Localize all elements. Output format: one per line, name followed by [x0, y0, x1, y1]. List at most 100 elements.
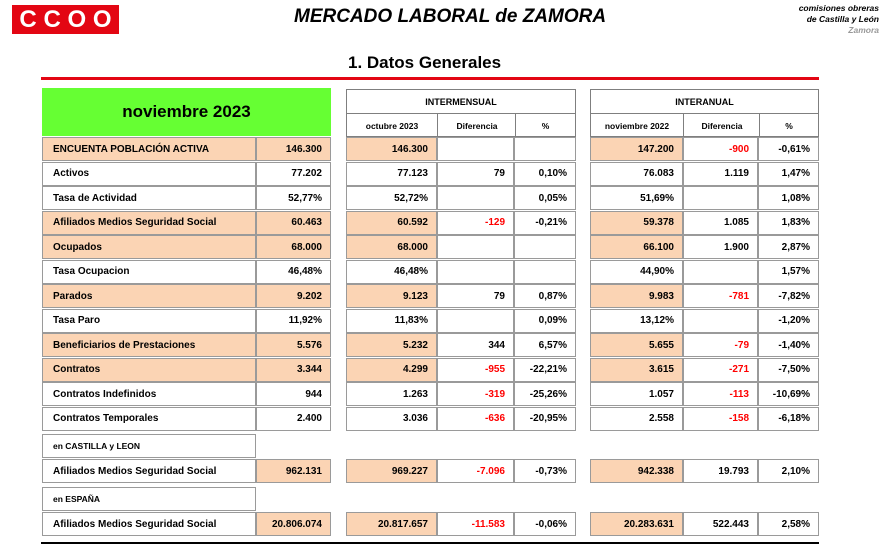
row-y-diff: -158 [683, 406, 758, 431]
row-label: Beneficiarios de Prestaciones [42, 333, 256, 357]
row-y-pct: -10,69% [758, 382, 819, 406]
row-y-diff: -781 [683, 284, 758, 308]
row-m-prev: 3.036 [346, 406, 437, 431]
row-m-pct: -25,26% [514, 382, 576, 406]
row-m-diff [437, 308, 514, 333]
current-month-header: noviembre 2023 [42, 88, 331, 136]
row-y-diff: -900 [683, 137, 758, 161]
row-label: Contratos Indefinidos [42, 382, 256, 406]
row-y-diff [683, 308, 758, 333]
region-value: 20.806.074 [256, 512, 331, 536]
row-y-diff: -113 [683, 382, 758, 406]
row-m-pct: -0,21% [514, 210, 576, 235]
row-label: Activos [42, 161, 256, 186]
row-m-pct: -20,95% [514, 406, 576, 431]
row-m-pct: 0,09% [514, 308, 576, 333]
row-y-pct: -7,82% [758, 284, 819, 308]
row-m-diff: -955 [437, 357, 514, 382]
row-m-diff [437, 186, 514, 210]
row-m-pct [514, 259, 576, 284]
region-y-prev: 942.338 [590, 459, 683, 483]
region-m-pct: -0,73% [514, 459, 576, 483]
logo-c2: C [43, 6, 61, 33]
logo-c1: C [19, 6, 37, 33]
row-y-diff [683, 186, 758, 210]
row-y-diff: 1.900 [683, 235, 758, 259]
interanual-col-diff: Diferencia [683, 114, 760, 138]
row-y-prev: 147.200 [590, 137, 683, 161]
org-line-2: de Castilla y León [806, 14, 879, 24]
row-label: Tasa Paro [42, 308, 256, 333]
intermensual-col-diff: Diferencia [437, 114, 516, 138]
region-m-diff: -11.583 [437, 512, 514, 536]
row-y-diff: -79 [683, 333, 758, 357]
row-value: 5.576 [256, 333, 331, 357]
interanual-col-prev: noviembre 2022 [604, 121, 670, 131]
row-m-pct [514, 235, 576, 259]
row-y-pct: 2,87% [758, 235, 819, 259]
row-y-pct: 1,47% [758, 161, 819, 186]
org-line-3: Zamora [848, 25, 879, 35]
row-value: 3.344 [256, 357, 331, 382]
logo-letters: C C O O [12, 5, 119, 34]
row-m-pct [514, 137, 576, 161]
region-m-prev: 20.817.657 [346, 512, 437, 536]
region-label: Afiliados Medios Seguridad Social [42, 512, 256, 536]
row-m-diff: -129 [437, 210, 514, 235]
row-m-pct: 0,05% [514, 186, 576, 210]
row-y-pct: -6,18% [758, 406, 819, 431]
row-m-diff: 79 [437, 161, 514, 186]
logo-o1: O [67, 6, 87, 33]
row-m-diff [437, 235, 514, 259]
region-m-pct: -0,06% [514, 512, 576, 536]
row-value: 46,48% [256, 259, 331, 284]
document-title: MERCADO LABORAL de ZAMORA [294, 6, 607, 27]
row-y-pct: -1,40% [758, 333, 819, 357]
row-m-prev: 1.263 [346, 382, 437, 406]
row-label: Afiliados Medios Seguridad Social [42, 210, 256, 235]
row-y-prev: 59.378 [590, 210, 683, 235]
row-value: 60.463 [256, 210, 331, 235]
row-m-prev: 9.123 [346, 284, 437, 308]
row-label: Tasa Ocupacion [42, 259, 256, 284]
row-value: 11,92% [256, 308, 331, 333]
title-divider [41, 77, 819, 80]
row-m-prev: 146.300 [346, 137, 437, 161]
row-y-prev: 3.615 [590, 357, 683, 382]
row-y-prev: 13,12% [590, 308, 683, 333]
interanual-header: INTERANUAL noviembre 2022 Diferencia % [590, 89, 819, 138]
row-y-pct: 1,08% [758, 186, 819, 210]
row-y-diff: 1.119 [683, 161, 758, 186]
row-m-pct: -22,21% [514, 357, 576, 382]
row-y-diff: 1.085 [683, 210, 758, 235]
row-value: 52,77% [256, 186, 331, 210]
row-m-prev: 68.000 [346, 235, 437, 259]
row-m-diff: -319 [437, 382, 514, 406]
row-label: Contratos Temporales [42, 406, 256, 431]
row-m-diff [437, 259, 514, 284]
row-m-prev: 11,83% [346, 308, 437, 333]
region-y-pct: 2,58% [758, 512, 819, 536]
row-y-prev: 66.100 [590, 235, 683, 259]
intermensual-col-prev: octubre 2023 [365, 121, 419, 131]
interanual-col-pct: % [759, 114, 818, 138]
row-y-prev: 1.057 [590, 382, 683, 406]
bottom-divider [41, 542, 819, 544]
row-value: 2.400 [256, 406, 331, 431]
row-value: 77.202 [256, 161, 331, 186]
ccoo-logo: C C O O [12, 5, 119, 34]
row-y-prev: 44,90% [590, 259, 683, 284]
region-value: 962.131 [256, 459, 331, 483]
row-y-pct: -1,20% [758, 308, 819, 333]
interanual-title: INTERANUAL [591, 90, 818, 114]
row-y-pct: -7,50% [758, 357, 819, 382]
intermensual-col-pct: % [515, 114, 575, 138]
row-value: 146.300 [256, 137, 331, 161]
row-m-prev: 60.592 [346, 210, 437, 235]
row-m-diff [437, 137, 514, 161]
row-label: Contratos [42, 357, 256, 382]
row-label: Tasa de Actividad [42, 186, 256, 210]
region-y-pct: 2,10% [758, 459, 819, 483]
row-m-prev: 77.123 [346, 161, 437, 186]
row-m-prev: 46,48% [346, 259, 437, 284]
